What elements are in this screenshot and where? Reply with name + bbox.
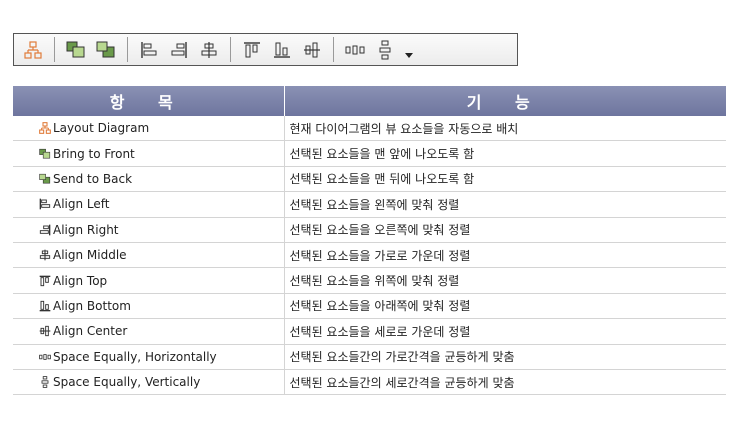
item-cell: Send to Back (13, 166, 285, 193)
space-equally-horizontally-icon (345, 45, 365, 54)
table-row: Space Equally, Horizontally 선택된 요소들간의 가로… (13, 344, 726, 370)
function-cell: 선택된 요소들을 왼쪽에 맞춰 정렬 (284, 191, 726, 218)
function-cell: 선택된 요소들을 가로로 가운데 정렬 (284, 242, 726, 269)
column-header-function: 기 능 (284, 86, 726, 116)
item-label: Align Top (53, 273, 108, 288)
function-cell: 선택된 요소들을 맨 뒤에 나오도록 함 (284, 166, 726, 193)
table-row: Align Bottom 선택된 요소들을 아래쪽에 맞춰 정렬 (13, 293, 726, 320)
table-row: Align Middle 선택된 요소들을 가로로 가운데 정렬 (13, 242, 726, 269)
item-label: Space Equally, Horizontally (53, 349, 217, 364)
item-cell: Bring to Front (13, 140, 285, 167)
table-row: Align Center 선택된 요소들을 세로로 가운데 정렬 (13, 318, 726, 345)
item-label: Space Equally, Vertically (53, 375, 201, 390)
item-label: Layout Diagram (53, 121, 150, 136)
toolbar-function-table: 항 목 기 능 Layout Diagram 현재 다이어그램의 뷰 요소들을 … (13, 86, 726, 396)
layout-diagram-icon (39, 122, 51, 135)
function-cell: 선택된 요소들을 세로로 가운데 정렬 (284, 318, 726, 345)
bring-to-front-icon (39, 148, 51, 160)
layout-diagram-icon (24, 40, 42, 59)
item-cell: Align Right (13, 217, 285, 243)
item-label: Align Right (53, 222, 119, 237)
space-equally-vertically-icon (379, 40, 391, 59)
bring-to-front-icon (66, 41, 85, 57)
table-row: Send to Back 선택된 요소들을 맨 뒤에 나오도록 함 (13, 166, 726, 193)
space-equally-horizontally-button[interactable] (340, 37, 370, 62)
align-right-icon (171, 41, 187, 58)
item-label: Align Center (53, 324, 128, 339)
toolbar-group-spacing (336, 34, 422, 65)
align-left-button[interactable] (134, 37, 164, 62)
item-cell: Align Top (13, 267, 285, 294)
table-row: Align Left 선택된 요소들을 왼쪽에 맞춰 정렬 (13, 191, 726, 218)
align-top-icon (39, 275, 51, 287)
toolbar-group-align-vertical (233, 34, 331, 65)
align-middle-icon (39, 249, 51, 261)
toolbar-group-layout (14, 34, 52, 65)
send-to-back-button[interactable] (91, 37, 121, 62)
function-cell: 현재 다이어그램의 뷰 요소들을 자동으로 배치 (284, 116, 726, 142)
table-row: Align Right 선택된 요소들을 오른쪽에 맞춰 정렬 (13, 217, 726, 243)
align-center-button[interactable] (297, 37, 327, 62)
toolbar-separator (230, 37, 231, 62)
send-to-back-icon (39, 173, 51, 185)
toolbar-group-align-horizontal (130, 34, 228, 65)
item-label: Align Bottom (53, 298, 131, 313)
function-cell: 선택된 요소들을 맨 앞에 나오도록 함 (284, 140, 726, 167)
space-equally-horizontally-icon (39, 351, 51, 363)
align-center-icon (304, 42, 320, 57)
table-row: Align Top 선택된 요소들을 위쪽에 맞춰 정렬 (13, 267, 726, 294)
item-cell: Align Middle (13, 242, 285, 269)
toolbar-overflow-dropdown[interactable] (400, 37, 418, 62)
toolbar-separator (54, 37, 55, 62)
align-middle-button[interactable] (194, 37, 224, 62)
layout-diagram-button[interactable] (18, 37, 48, 62)
item-cell: Align Left (13, 191, 285, 218)
align-top-icon (244, 41, 260, 57)
item-label: Bring to Front (53, 146, 135, 161)
function-cell: 선택된 요소들을 아래쪽에 맞춰 정렬 (284, 293, 726, 320)
toolbar-separator (127, 37, 128, 62)
chevron-down-icon (405, 53, 413, 58)
function-cell: 선택된 요소들을 위쪽에 맞춰 정렬 (284, 267, 726, 294)
item-label: Send to Back (53, 171, 133, 186)
space-equally-vertically-button[interactable] (370, 37, 400, 62)
item-label: Align Left (53, 197, 110, 212)
column-header-item: 항 목 (13, 86, 285, 116)
align-left-icon (39, 198, 51, 210)
align-right-icon (39, 224, 51, 236)
item-cell: Space Equally, Vertically (13, 369, 285, 396)
diagram-layout-toolbar (13, 33, 518, 66)
align-bottom-button[interactable] (267, 37, 297, 62)
item-label: Align Middle (53, 248, 127, 263)
align-bottom-icon (274, 42, 290, 58)
align-bottom-icon (39, 300, 51, 312)
item-cell: Layout Diagram (13, 116, 285, 142)
toolbar-group-order (57, 34, 125, 65)
align-top-button[interactable] (237, 37, 267, 62)
bring-to-front-button[interactable] (61, 37, 91, 62)
toolbar-separator (333, 37, 334, 62)
function-cell: 선택된 요소들을 오른쪽에 맞춰 정렬 (284, 217, 726, 243)
item-cell: Align Bottom (13, 293, 285, 320)
space-equally-vertically-icon (39, 376, 51, 388)
table-row: Space Equally, Vertically 선택된 요소들간의 세로간격… (13, 369, 726, 396)
table-header-row: 항 목 기 능 (13, 86, 726, 116)
table-row: Bring to Front 선택된 요소들을 맨 앞에 나오도록 함 (13, 140, 726, 167)
item-cell: Align Center (13, 318, 285, 345)
function-cell: 선택된 요소들간의 가로간격을 균등하게 맞춤 (284, 344, 726, 370)
align-right-button[interactable] (164, 37, 194, 62)
send-to-back-icon (96, 41, 115, 57)
align-middle-icon (201, 41, 217, 58)
item-cell: Space Equally, Horizontally (13, 344, 285, 370)
align-left-icon (141, 41, 157, 58)
table-row: Layout Diagram 현재 다이어그램의 뷰 요소들을 자동으로 배치 (13, 116, 726, 142)
function-cell: 선택된 요소들간의 세로간격을 균등하게 맞춤 (284, 369, 726, 396)
align-center-icon (39, 325, 51, 337)
